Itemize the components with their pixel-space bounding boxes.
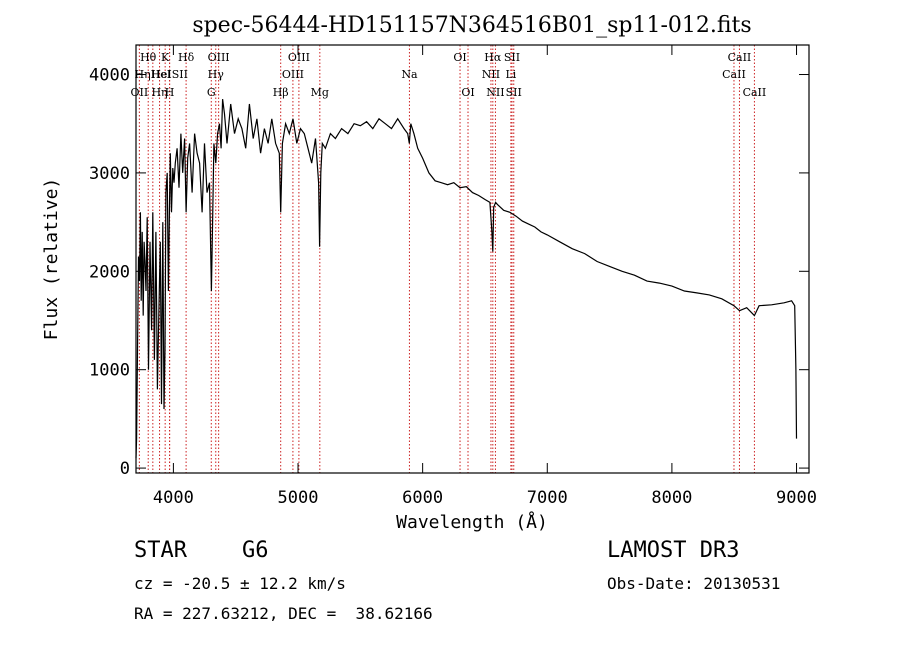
object-type: STAR (134, 538, 187, 563)
line-label: OII (131, 86, 149, 99)
x-tick-label: 7000 (527, 488, 568, 508)
spectrum-line (135, 99, 798, 459)
line-label: OIII (288, 51, 310, 64)
x-tick-label: 6000 (402, 488, 443, 508)
line-label: CaII (743, 86, 767, 99)
x-axis-ticks: 4000 5000 6000 7000 8000 9000 (153, 45, 817, 508)
line-label: OIII (282, 68, 304, 81)
line-label: HeISII (151, 68, 188, 81)
line-label: H (165, 86, 175, 99)
survey-name: LAMOST DR3 (607, 538, 740, 563)
line-label: Hα (484, 51, 502, 64)
y-tick-label: 2000 (89, 262, 130, 282)
line-label: SII (506, 86, 522, 99)
line-label: SII (504, 51, 520, 64)
line-label: G (207, 86, 216, 99)
spectral-subclass: G6 (242, 538, 269, 563)
y-tick-label: 3000 (89, 164, 130, 184)
line-label: Hγ (208, 68, 225, 81)
chart-title: spec-56444-HD151157N364516B01_sp11-012.f… (192, 13, 751, 38)
line-label: OIII (208, 51, 230, 64)
line-label: Hθ (140, 51, 157, 64)
line-label: NII (482, 68, 500, 81)
line-label: Mg (311, 86, 329, 99)
plot-frame (135, 44, 810, 474)
y-tick-label: 1000 (89, 361, 130, 381)
y-tick-label: 4000 (89, 66, 130, 86)
x-tick-label: 4000 (153, 488, 194, 508)
line-label: CaII (728, 51, 752, 64)
emission-line-labels: OII Hθ HηHeI Hη K HeISII H Hδ OIII Hγ G Hβ OIII OIII M… (131, 51, 767, 99)
y-tick-label: 0 (120, 459, 130, 479)
line-label: CaII (722, 68, 746, 81)
line-label: NII (486, 86, 504, 99)
observation-date: Obs-Date: 20130531 (607, 574, 781, 593)
line-label: OI (461, 86, 474, 99)
y-axis-ticks: 0 1000 2000 3000 4000 (89, 66, 809, 479)
redshift-cz: cz = -20.5 ± 12.2 km/s (134, 574, 346, 593)
line-label: Hβ (273, 86, 289, 99)
line-label: OI (453, 51, 466, 64)
x-tick-label: 9000 (776, 488, 817, 508)
coordinates: RA = 227.63212, DEC = 38.62166 (134, 604, 433, 623)
x-tick-label: 8000 (651, 488, 692, 508)
y-axis-label: Flux (relative) (41, 178, 62, 341)
line-label: K (161, 51, 170, 64)
line-label: Na (401, 68, 418, 81)
line-label: HηHeI (135, 68, 172, 81)
line-label: Hη (151, 86, 167, 99)
x-axis-label: Wavelength (Å) (396, 511, 548, 533)
line-label: Hδ (178, 51, 195, 64)
x-tick-label: 5000 (278, 488, 319, 508)
line-label: Li (505, 68, 516, 81)
